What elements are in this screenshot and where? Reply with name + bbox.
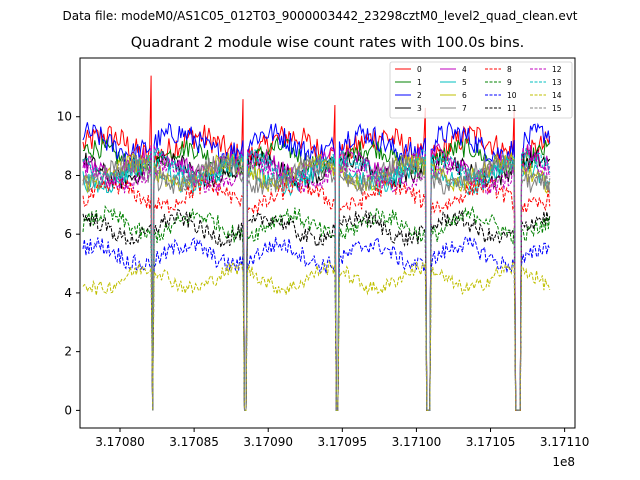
- legend-label-13: 13: [552, 78, 562, 87]
- axes-frame: [79, 57, 576, 429]
- figure-suptitle: Data file: modeM0/AS1C05_012T03_90000034…: [62, 9, 578, 23]
- x-tick-label: 3.17085: [169, 435, 219, 449]
- x-tick-label: 3.17090: [243, 435, 293, 449]
- series-line-9: [82, 204, 551, 411]
- legend-label-14: 14: [552, 91, 562, 100]
- series-line-13: [82, 147, 551, 411]
- legend-label-12: 12: [552, 65, 562, 74]
- legend-label-15: 15: [552, 104, 562, 113]
- legend-label-9: 9: [507, 78, 512, 87]
- y-tick-label: 0: [64, 403, 72, 417]
- chart-title: Quadrant 2 module wise count rates with …: [130, 35, 525, 51]
- axis-ticks: 3.17080 3.17085 3.17090 3.17095 3.17100 3.171…: [57, 110, 590, 449]
- legend-label-2: 2: [417, 91, 422, 100]
- y-tick-label: 4: [64, 286, 72, 300]
- series-line-10: [82, 236, 551, 411]
- series-line-14: [82, 260, 551, 411]
- legend-label-4: 4: [462, 65, 467, 74]
- series-lines: [82, 75, 551, 411]
- legend-box: [389, 61, 573, 119]
- series-line-11: [82, 208, 551, 411]
- x-tick-label: 3.17080: [95, 435, 145, 449]
- legend-label-6: 6: [462, 91, 467, 100]
- legend-label-8: 8: [507, 65, 512, 74]
- x-offset-label: 1e8: [552, 455, 575, 469]
- legend-label-11: 11: [507, 104, 517, 113]
- x-tick-label: 3.17110: [540, 435, 590, 449]
- legend-label-7: 7: [462, 104, 467, 113]
- legend-label-0: 0: [417, 65, 422, 74]
- x-tick-label: 3.17095: [318, 435, 368, 449]
- series-line-15: [82, 152, 551, 411]
- series-line-2: [82, 121, 551, 411]
- legend-label-1: 1: [417, 78, 422, 87]
- x-tick-label: 3.17100: [392, 435, 442, 449]
- series-line-12: [82, 156, 551, 411]
- y-tick-label: 10: [57, 110, 72, 124]
- y-tick-label: 8: [64, 168, 72, 182]
- legend-label-5: 5: [462, 78, 467, 87]
- series-line-8: [82, 177, 551, 411]
- legend-label-10: 10: [507, 91, 517, 100]
- legend-label-3: 3: [417, 104, 422, 113]
- x-tick-label: 3.17105: [466, 435, 516, 449]
- y-tick-label: 6: [64, 227, 72, 241]
- y-tick-label: 2: [64, 345, 72, 359]
